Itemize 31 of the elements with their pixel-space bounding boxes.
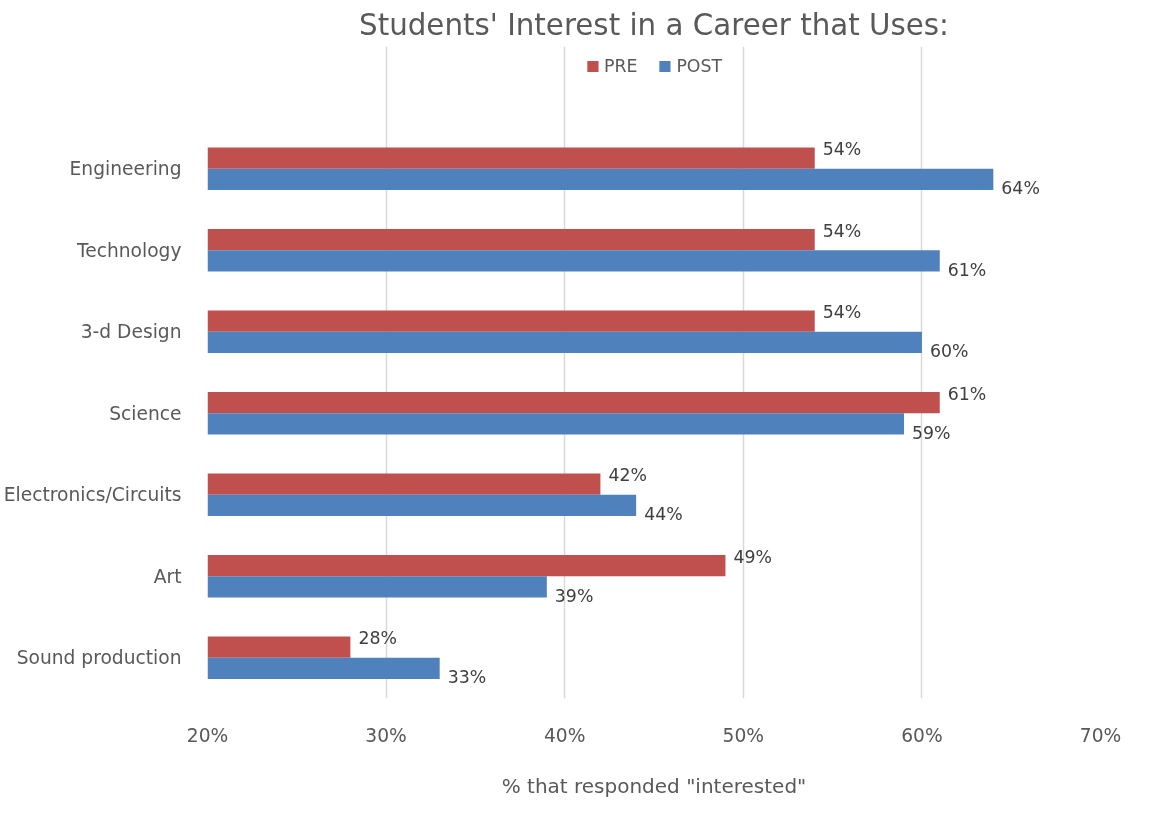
x-tick-label: 20%: [186, 724, 229, 746]
y-tick-label: Engineering: [69, 158, 182, 180]
data-label: 59%: [912, 422, 951, 443]
data-label: 39%: [554, 585, 594, 606]
legend-label: PRE: [603, 56, 638, 76]
data-label: 60%: [929, 341, 969, 362]
x-tick-label: 60%: [901, 724, 943, 746]
x-axis-title: % that responded "interested": [501, 773, 807, 798]
data-label: 54%: [822, 302, 862, 323]
x-tick-label: 70%: [1079, 724, 1122, 746]
data-label: 42%: [608, 465, 647, 486]
chart-title: Students' Interest in a Career that Uses:: [359, 7, 949, 42]
data-label: 61%: [947, 259, 987, 280]
data-label: 54%: [822, 220, 862, 241]
data-label: 61%: [947, 383, 987, 404]
data-label: 28%: [358, 628, 397, 649]
y-tick-label: Technology: [76, 239, 182, 261]
legend-label: POST: [676, 56, 723, 76]
y-tick-label: 3-d Design: [80, 321, 182, 343]
data-label: 64%: [1001, 178, 1040, 199]
y-tick-label: Art: [153, 565, 182, 587]
data-label: 33%: [447, 667, 487, 688]
x-tick-label: 50%: [722, 724, 765, 746]
x-tick-label: 30%: [365, 724, 407, 746]
data-label: 44%: [644, 504, 683, 525]
y-tick-label: Electronics/Circuits: [3, 484, 182, 506]
y-tick-label: Sound production: [16, 647, 182, 669]
data-label: 54%: [822, 139, 862, 160]
data-label: 49%: [733, 546, 772, 567]
x-tick-label: 40%: [543, 724, 586, 746]
y-tick-label: Science: [109, 402, 182, 424]
